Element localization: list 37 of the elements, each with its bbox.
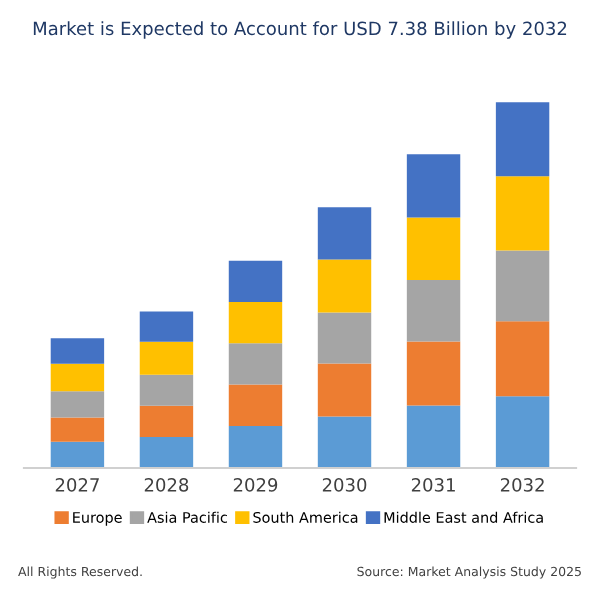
bar [495, 102, 550, 177]
bar [495, 250, 550, 322]
bar [495, 321, 550, 397]
bar [139, 341, 194, 375]
bar [406, 405, 461, 468]
bar [317, 207, 372, 260]
bar [228, 343, 283, 385]
bar [228, 301, 283, 344]
bar [50, 441, 105, 468]
x-tick-label: 2027 [55, 478, 99, 492]
bar [317, 416, 372, 468]
bar [139, 374, 194, 406]
bar [228, 260, 283, 302]
bar [139, 405, 194, 437]
bar [50, 391, 105, 418]
bar [317, 363, 372, 417]
bar [495, 176, 550, 251]
bar [50, 417, 105, 442]
x-tick-label: 2031 [411, 478, 455, 492]
bar [139, 311, 194, 342]
x-tick-label: 2029 [233, 478, 278, 492]
bar [317, 259, 372, 313]
bar [406, 341, 461, 406]
bar [139, 436, 194, 468]
x-tick-label: 2030 [322, 478, 367, 492]
bar [406, 280, 461, 342]
x-tick-label: 2032 [500, 478, 544, 492]
bar [406, 154, 461, 218]
bar [50, 338, 105, 364]
bar [228, 425, 283, 468]
bar [495, 396, 550, 468]
bar [406, 217, 461, 281]
x-tick-label: 2028 [144, 478, 189, 492]
bar [228, 384, 283, 426]
bar [317, 312, 372, 364]
bar [50, 363, 105, 392]
chart-title: Market is Expected to Account for USD 7.38 Billion by 2032 [33, 21, 567, 39]
